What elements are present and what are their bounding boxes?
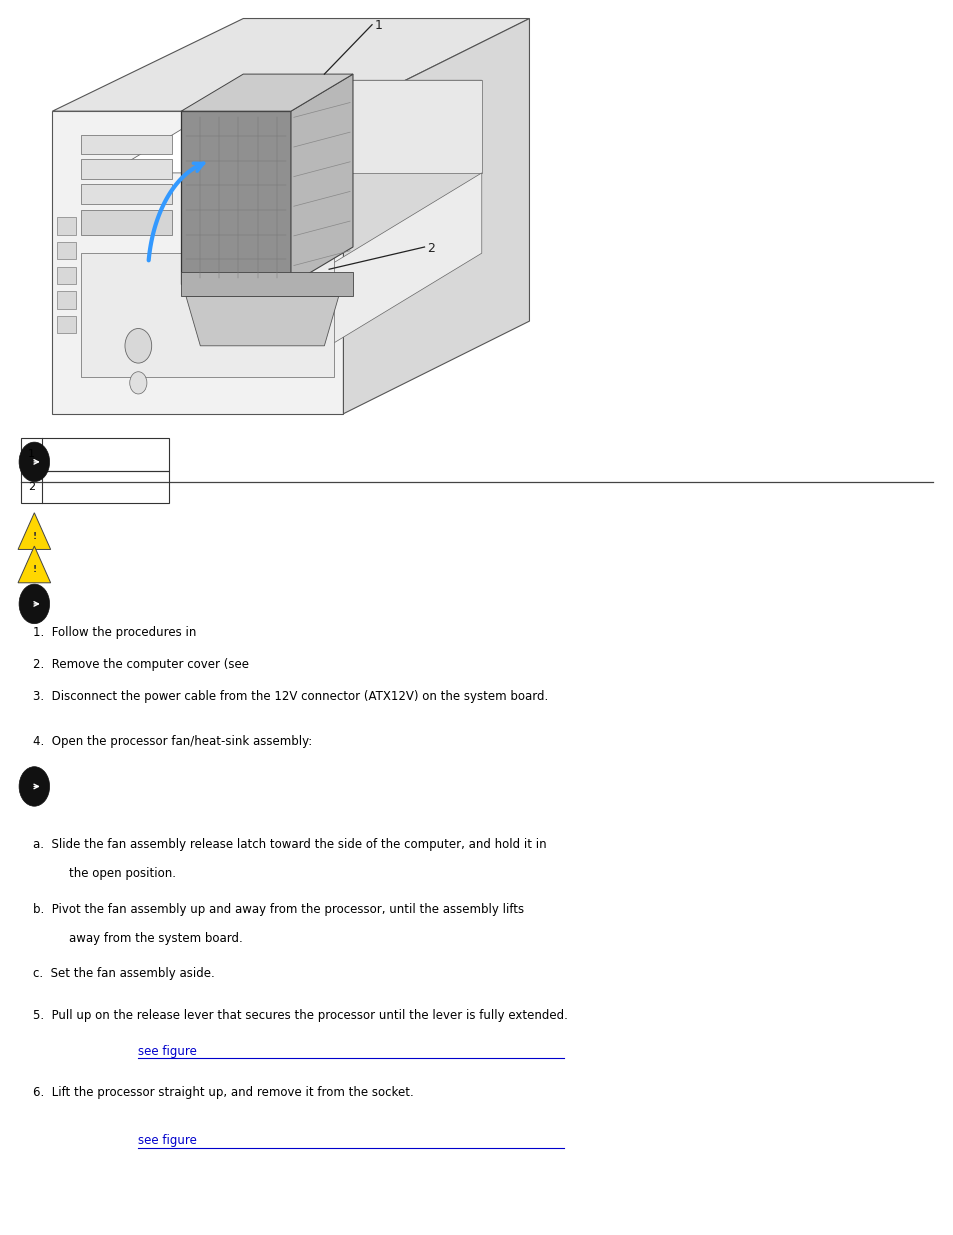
Text: 5.  Pull up on the release lever that secures the processor until the lever is f: 5. Pull up on the release lever that sec…	[33, 1009, 568, 1023]
Text: away from the system board.: away from the system board.	[69, 932, 242, 945]
Polygon shape	[18, 546, 51, 583]
Bar	[57, 217, 76, 235]
Bar	[21, 438, 169, 471]
Circle shape	[19, 767, 50, 806]
Text: 3.  Disconnect the power cable from the 12V connector (ATX12V) on the system boa: 3. Disconnect the power cable from the 1…	[33, 690, 548, 703]
Text: 1: 1	[375, 20, 382, 32]
Polygon shape	[110, 80, 481, 173]
Text: 1: 1	[28, 450, 35, 459]
Text: b.  Pivot the fan assembly up and away from the processor, until the assembly li: b. Pivot the fan assembly up and away fr…	[33, 903, 524, 915]
Circle shape	[125, 329, 152, 363]
Bar	[81, 159, 172, 179]
Bar	[21, 471, 169, 503]
Text: see figure: see figure	[138, 1135, 197, 1147]
Text: see figure: see figure	[138, 1045, 197, 1057]
Text: 6.  Lift the processor straight up, and remove it from the socket.: 6. Lift the processor straight up, and r…	[33, 1087, 414, 1099]
Text: 1.  Follow the procedures in: 1. Follow the procedures in	[33, 626, 200, 638]
Text: !: !	[32, 531, 36, 541]
Bar	[57, 291, 76, 309]
Polygon shape	[329, 173, 481, 346]
Text: 2: 2	[427, 242, 435, 254]
Polygon shape	[181, 111, 291, 284]
Text: the open position.: the open position.	[69, 867, 175, 881]
Bar	[81, 210, 172, 235]
Bar	[81, 135, 172, 154]
Polygon shape	[343, 19, 529, 414]
Circle shape	[130, 372, 147, 394]
Polygon shape	[52, 19, 529, 111]
Text: !: !	[32, 564, 36, 574]
Text: 2: 2	[28, 482, 35, 492]
Polygon shape	[291, 74, 353, 284]
Text: c.  Set the fan assembly aside.: c. Set the fan assembly aside.	[33, 967, 215, 981]
Circle shape	[19, 442, 50, 482]
Polygon shape	[186, 296, 338, 346]
Polygon shape	[18, 513, 51, 550]
Bar	[57, 267, 76, 284]
Polygon shape	[181, 272, 353, 296]
Polygon shape	[181, 74, 353, 111]
Bar	[57, 316, 76, 333]
Text: 4.  Open the processor fan/heat-sink assembly:: 4. Open the processor fan/heat-sink asse…	[33, 735, 313, 748]
Bar	[57, 242, 76, 259]
Polygon shape	[262, 80, 481, 173]
Circle shape	[19, 584, 50, 624]
Text: 2.  Remove the computer cover (see: 2. Remove the computer cover (see	[33, 658, 253, 671]
Bar	[81, 253, 334, 377]
Text: a.  Slide the fan assembly release latch toward the side of the computer, and ho: a. Slide the fan assembly release latch …	[33, 837, 546, 851]
Bar	[81, 184, 172, 204]
Polygon shape	[52, 111, 343, 414]
